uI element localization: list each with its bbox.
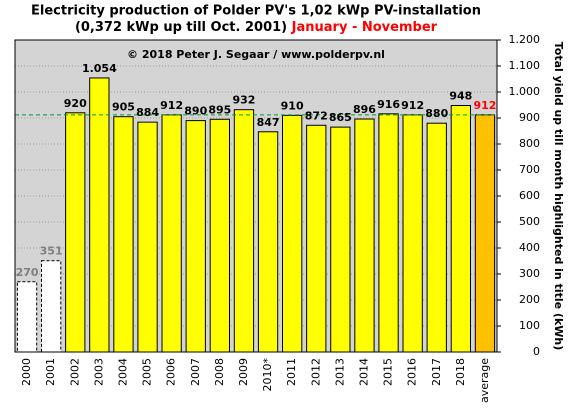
x-tick-label: 2002 — [68, 358, 81, 386]
bar — [209, 118, 230, 353]
value-label: 880 — [425, 107, 448, 120]
x-tick-label: 2000 — [20, 358, 33, 386]
value-label: 1.054 — [82, 62, 117, 75]
bar — [282, 114, 303, 353]
x-tick-label: average — [478, 358, 491, 403]
x-tick-label: 2007 — [189, 358, 202, 386]
subtitle-highlight: January - November — [291, 20, 438, 35]
value-label: 884 — [136, 106, 159, 119]
y-tick-label: 300 — [519, 267, 540, 280]
value-label: 912 — [473, 99, 496, 112]
bar — [16, 281, 38, 353]
bar — [330, 126, 351, 353]
bar — [137, 121, 158, 353]
x-tick-label: 2001 — [44, 358, 57, 386]
value-label: 932 — [232, 94, 255, 107]
value-label: 916 — [377, 98, 400, 111]
y-tick-label: 600 — [519, 189, 540, 202]
x-tick-label: 2006 — [165, 358, 178, 386]
bar — [402, 114, 423, 353]
x-tick-label: 2014 — [357, 358, 370, 386]
x-tick-label: 2013 — [333, 358, 346, 386]
bar — [113, 116, 134, 353]
subtitle: (0,372 kWp up till Oct. 2001) — [75, 20, 287, 35]
y-tick-label: 500 — [519, 215, 540, 228]
bar — [65, 112, 86, 353]
x-tick-label: 2004 — [116, 358, 129, 386]
bar — [161, 114, 182, 353]
bar — [185, 120, 206, 353]
x-tick-label: 2012 — [309, 358, 322, 386]
x-tick-label: 2009 — [237, 358, 250, 386]
bar — [306, 124, 327, 353]
bar — [41, 260, 62, 353]
value-label: 920 — [64, 97, 87, 110]
y-tick-label: 400 — [519, 241, 540, 254]
copyright: © 2018 Peter J. Segaar / www.polderpv.nl — [127, 48, 385, 61]
y-tick-label: 700 — [519, 163, 540, 176]
bar — [378, 113, 399, 353]
value-label: 865 — [329, 111, 352, 124]
y-tick-label: 1.200 — [509, 33, 541, 46]
plot-border — [14, 39, 498, 353]
x-tick-label: 2017 — [430, 358, 443, 386]
value-label: 351 — [40, 245, 63, 258]
value-label: 910 — [281, 99, 304, 112]
x-tick-label: 2016 — [406, 358, 419, 386]
x-tick-label: 2010* — [261, 358, 274, 392]
value-label: 912 — [401, 99, 424, 112]
value-label: 896 — [353, 103, 376, 116]
value-label: 948 — [449, 90, 472, 103]
value-label: 872 — [305, 109, 328, 122]
x-tick-label: 2015 — [382, 358, 395, 386]
bar — [474, 114, 496, 353]
bar — [233, 109, 255, 353]
bar — [257, 131, 279, 353]
bar — [450, 105, 471, 353]
x-tick-label: 2011 — [285, 358, 298, 386]
value-label: 890 — [184, 105, 207, 118]
bar — [426, 122, 447, 353]
x-tick-label: 2018 — [454, 358, 467, 386]
y-tick-label: 900 — [519, 111, 540, 124]
value-label: 270 — [16, 266, 39, 279]
y-tick-label: 0 — [533, 345, 540, 358]
x-tick-label: 2005 — [141, 358, 154, 386]
x-tick-label: 2008 — [213, 358, 226, 386]
value-label: 912 — [160, 99, 183, 112]
value-label: 905 — [112, 101, 135, 114]
value-label: 847 — [257, 116, 280, 129]
y-tick-label: 1.100 — [509, 59, 541, 72]
y-tick-label: 1.000 — [509, 85, 541, 98]
bar — [354, 118, 375, 353]
y-axis-label: Total yield up till month highlighted in… — [552, 42, 565, 351]
bar — [89, 77, 110, 353]
chart-subtitle: (0,372 kWp up till Oct. 2001) January - … — [75, 20, 438, 35]
y-tick-label: 800 — [519, 137, 540, 150]
y-tick-label: 100 — [519, 319, 540, 332]
value-label: 895 — [208, 103, 231, 116]
chart-title: Electricity production of Polder PV's 1,… — [31, 4, 481, 19]
x-tick-label: 2003 — [92, 358, 105, 386]
y-tick-label: 200 — [519, 293, 540, 306]
